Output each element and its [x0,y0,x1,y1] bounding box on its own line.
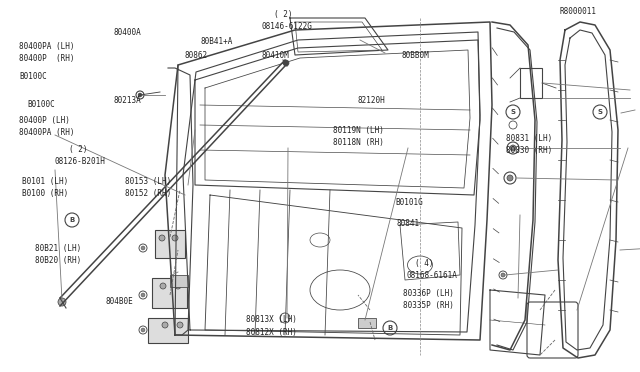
Text: 80B20 (RH): 80B20 (RH) [35,256,81,265]
Circle shape [58,298,66,306]
Text: 08146-6122G: 08146-6122G [261,22,312,31]
Text: 80841: 80841 [397,219,420,228]
Text: 804B0E: 804B0E [106,297,133,306]
Circle shape [283,60,289,66]
Text: 80400A: 80400A [114,28,141,37]
Text: B: B [69,217,75,223]
Text: 80813X (LH): 80813X (LH) [246,315,297,324]
Circle shape [159,235,165,241]
Text: 80336P (LH): 80336P (LH) [403,289,454,298]
Circle shape [141,293,145,297]
Bar [170,275,188,287]
Text: B: B [387,325,392,331]
Text: 82120H: 82120H [357,96,385,105]
Text: B0100C: B0100C [28,100,55,109]
Text: B0100 (RH): B0100 (RH) [22,189,68,198]
Text: 80862: 80862 [184,51,207,60]
Text: B0101G: B0101G [395,198,422,207]
Text: 80B21 (LH): 80B21 (LH) [35,244,81,253]
Text: 80213A: 80213A [114,96,141,105]
Circle shape [172,235,178,241]
Text: 80153 (LH): 80153 (LH) [125,177,171,186]
Text: 80400P (LH): 80400P (LH) [19,116,70,125]
Text: S: S [598,109,602,115]
Bar [155,230,185,258]
Circle shape [177,322,183,328]
Circle shape [138,93,142,97]
Bar [520,68,542,98]
Text: R8000011: R8000011 [560,7,597,16]
Text: 08126-B201H: 08126-B201H [54,157,105,166]
Text: ( 2): ( 2) [274,10,292,19]
Bar [148,318,188,343]
Text: 80335P (RH): 80335P (RH) [403,301,454,310]
Text: 80118N (RH): 80118N (RH) [333,138,383,147]
Circle shape [501,273,505,277]
Circle shape [160,283,166,289]
Text: S: S [511,109,515,115]
Text: ( 4): ( 4) [415,259,433,268]
Text: 80410M: 80410M [261,51,289,60]
Text: 80400PA (RH): 80400PA (RH) [19,128,75,137]
Circle shape [510,145,516,151]
Text: 08168-6161A: 08168-6161A [406,271,457,280]
Text: 80831 (LH): 80831 (LH) [506,134,552,143]
Text: 80BB0M: 80BB0M [402,51,429,60]
Text: 80119N (LH): 80119N (LH) [333,126,383,135]
Text: 80152 (RH): 80152 (RH) [125,189,171,198]
Text: B0100C: B0100C [19,72,47,81]
Circle shape [141,246,145,250]
Text: B0101 (LH): B0101 (LH) [22,177,68,186]
Circle shape [141,328,145,332]
Text: ( 2): ( 2) [69,145,88,154]
Bar [358,318,376,328]
Text: 80B41+A: 80B41+A [200,37,233,46]
Text: 80400PA (LH): 80400PA (LH) [19,42,75,51]
Circle shape [507,175,513,181]
Circle shape [162,322,168,328]
Text: 80812X (RH): 80812X (RH) [246,328,297,337]
Text: 80400P  (RH): 80400P (RH) [19,54,75,63]
Bar [152,278,187,308]
Text: 80830 (RH): 80830 (RH) [506,146,552,155]
Circle shape [175,283,181,289]
